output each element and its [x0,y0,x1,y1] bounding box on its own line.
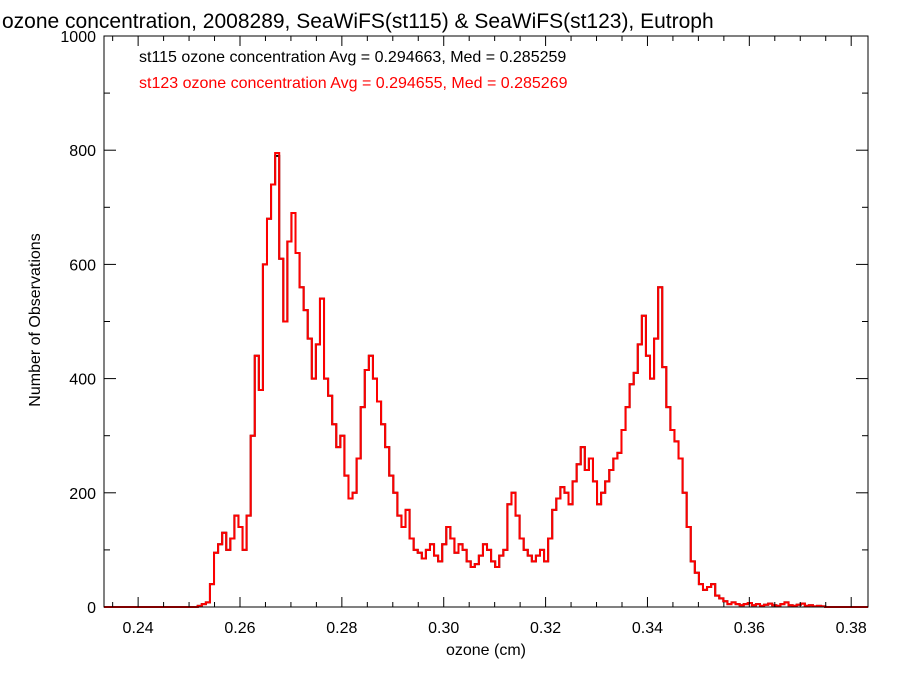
y-tick-label: 1000 [60,29,96,46]
y-tick-label: 800 [69,143,96,160]
x-tick-label: 0.34 [632,620,663,637]
plot-area [104,152,868,608]
x-tick-label: 0.32 [530,620,561,637]
x-tick-label: 0.30 [428,620,459,637]
y-tick-label: 200 [69,486,96,503]
x-tick-label: 0.28 [326,620,357,637]
legend: st115 ozone concentration Avg = 0.294663… [139,49,568,92]
y-tick-label: 0 [87,600,96,617]
legend-entry-1: st115 ozone concentration Avg = 0.294663… [139,49,566,66]
x-tick-label: 0.26 [224,620,255,637]
y-tick-label: 600 [69,257,96,274]
y-axis: 0 200 400 600 800 1000 [60,29,868,617]
x-axis-label: ozone (cm) [446,642,526,659]
series-st115-line [104,154,868,608]
x-tick-label: 0.38 [836,620,867,637]
x-tick-label: 0.24 [123,620,154,637]
x-tick-label: 0.36 [734,620,765,637]
series-st123-line [104,152,868,608]
y-axis-label: Number of Observations [27,233,44,406]
plot-frame [103,35,869,608]
chart-title: ozone concentration, 2008289, SeaWiFS(st… [2,10,714,33]
x-axis: 0.24 0.26 0.28 0.30 0.32 0.34 0.36 0.38 [112,36,867,637]
legend-entry-2: st123 ozone concentration Avg = 0.294655… [139,75,568,92]
y-tick-label: 400 [69,372,96,389]
